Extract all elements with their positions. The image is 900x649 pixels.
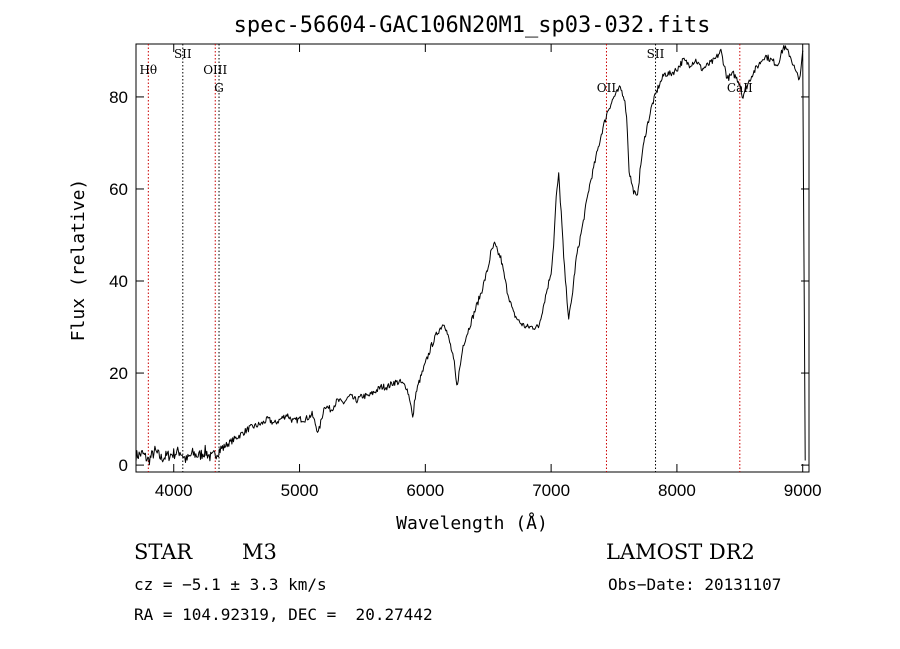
spectrum-line [135, 45, 806, 466]
marker-label: OII [597, 81, 617, 95]
marker-label: CaII [727, 81, 753, 95]
y-tick-label: 60 [109, 180, 128, 199]
survey-name: LAMOST DR2 [606, 540, 755, 564]
marker-label: G [214, 81, 224, 95]
x-tick-label: 9000 [784, 481, 822, 500]
coordinates: RA = 104.92319, DEC = 20.27442 [134, 605, 433, 624]
x-tick-label: 4000 [155, 481, 193, 500]
star-class: STAR [134, 540, 193, 564]
x-tick-label: 7000 [532, 481, 570, 500]
spectral-line-markers: Hθ SII OIII G OII SII CaII [139, 44, 753, 472]
chart-title: spec-56604-GAC106N20M1_sp03-032.fits [234, 13, 711, 38]
marker-label: Hθ [139, 63, 157, 77]
marker-label: SII [174, 47, 192, 61]
x-tick-label: 5000 [281, 481, 319, 500]
x-tick-label: 8000 [658, 481, 696, 500]
y-tick-label: 0 [119, 456, 128, 475]
axis-ticks: 4000 5000 6000 7000 8000 9000 0 20 40 60 80 [109, 44, 822, 500]
x-axis-label: Wavelength (Å) [396, 512, 548, 534]
redshift-velocity: cz = −5.1 ± 3.3 km/s [134, 575, 327, 594]
star-subclass: M3 [242, 540, 277, 564]
y-tick-label: 20 [109, 364, 128, 383]
x-tick-label: 6000 [406, 481, 444, 500]
series-layer [135, 45, 806, 466]
y-tick-label: 40 [109, 272, 128, 291]
y-axis-label: Flux (relative) [68, 179, 89, 342]
marker-label: SII [647, 47, 665, 61]
marker-label: OIII [203, 63, 227, 77]
plot-frame [135, 43, 810, 473]
y-tick-label: 80 [109, 88, 128, 107]
observation-date: Obs−Date: 20131107 [608, 575, 782, 594]
